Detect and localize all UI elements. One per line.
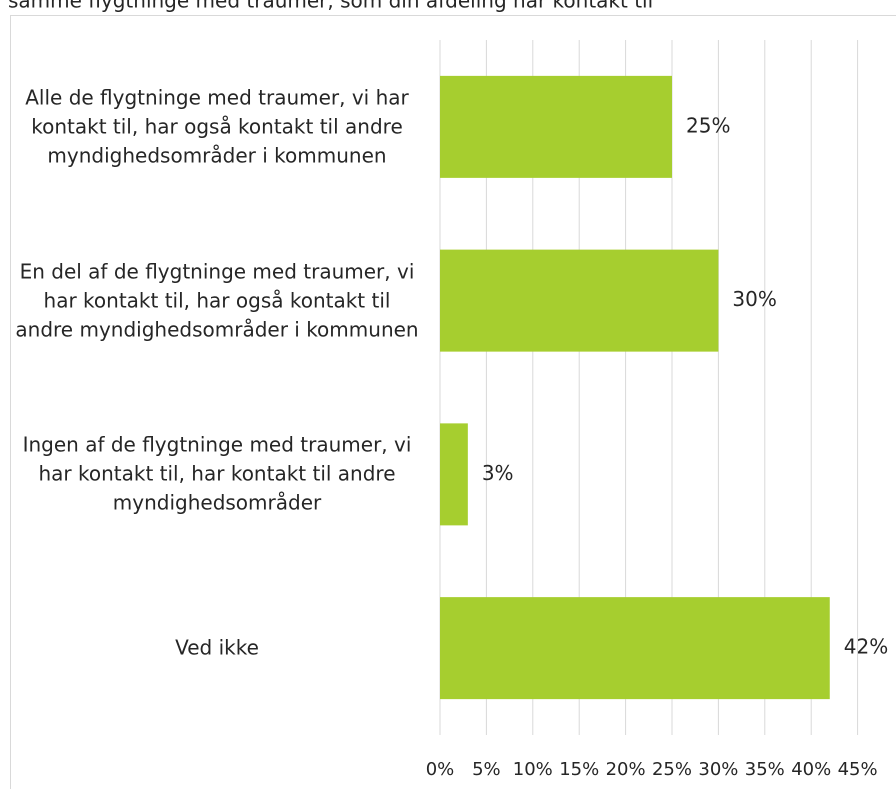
value-label: 25% bbox=[686, 113, 730, 137]
chart-frame bbox=[10, 15, 896, 789]
x-tick-label: 10% bbox=[513, 759, 553, 780]
category-label: En del af de flygtninge med traumer, vi … bbox=[15, 259, 419, 342]
bar bbox=[440, 597, 830, 700]
category-label: Ved ikke bbox=[175, 635, 259, 660]
x-tick-label: 15% bbox=[559, 759, 599, 780]
value-label: 3% bbox=[482, 461, 514, 485]
category-label: Alle de flygtninge med traumer, vi har k… bbox=[25, 85, 409, 168]
bar bbox=[440, 75, 672, 178]
x-tick-label: 25% bbox=[652, 759, 692, 780]
x-tick-label: 5% bbox=[472, 759, 501, 780]
x-tick-label: 30% bbox=[698, 759, 738, 780]
x-tick-label: 35% bbox=[745, 759, 785, 780]
value-label: 30% bbox=[732, 287, 776, 311]
x-tick-label: 40% bbox=[791, 759, 831, 780]
x-tick-label: 45% bbox=[838, 759, 878, 780]
bar bbox=[440, 423, 468, 526]
category-label: Ingen af de flygtninge med traumer, vi h… bbox=[22, 432, 412, 515]
x-tick-label: 0% bbox=[426, 759, 455, 780]
x-tick-label: 20% bbox=[606, 759, 646, 780]
value-label: 42% bbox=[844, 635, 888, 659]
bar bbox=[440, 249, 719, 352]
chart-title: samme flygtninge med traumer, som din af… bbox=[8, 0, 653, 13]
